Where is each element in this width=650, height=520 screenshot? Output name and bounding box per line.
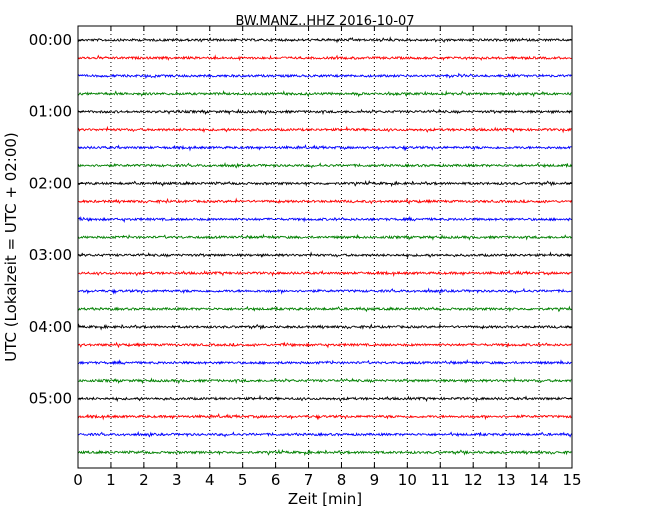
x-tick-label: 13 [497, 471, 516, 489]
y-tick-label: 02:00 [29, 174, 72, 192]
x-tick-label: 6 [271, 471, 281, 489]
x-tick-label: 0 [73, 471, 83, 489]
x-axis: 0 1 2 3 4 5 6 7 8 9 10 11 12 13 14 15 [73, 26, 582, 489]
y-axis-label: UTC (Lokalzeit = UTC + 02:00) [2, 132, 20, 362]
x-tick-label: 14 [530, 471, 549, 489]
x-axis-label: Zeit [min] [288, 490, 362, 508]
trace-6 [77, 144, 572, 152]
y-tick-label: 03:00 [29, 246, 72, 264]
trace-0 [77, 36, 572, 44]
trace-21 [77, 413, 572, 421]
trace-3 [77, 89, 572, 98]
grid [110, 26, 540, 468]
trace-18 [77, 359, 572, 366]
trace-12 [77, 251, 572, 259]
trace-15 [77, 305, 572, 313]
trace-22 [77, 430, 572, 438]
y-tick-label: 00:00 [29, 31, 72, 49]
trace-5 [77, 125, 572, 134]
x-tick-label: 1 [106, 471, 116, 489]
traces [77, 36, 572, 457]
x-tick-label: 5 [238, 471, 248, 489]
x-tick-label: 7 [304, 471, 314, 489]
x-tick-label: 10 [398, 471, 417, 489]
x-tick-label: 3 [172, 471, 182, 489]
trace-20 [77, 394, 572, 403]
x-tick-label: 2 [139, 471, 149, 489]
x-tick-label: 15 [562, 471, 581, 489]
trace-19 [77, 376, 572, 385]
chart-title: BW.MANZ..HHZ 2016-10-07 [235, 14, 414, 29]
trace-8 [77, 179, 572, 188]
trace-23 [77, 448, 572, 457]
trace-16 [77, 322, 572, 331]
plot-frame [77, 25, 573, 469]
x-tick-label: 8 [337, 471, 347, 489]
trace-7 [77, 161, 572, 169]
y-tick-label: 05:00 [29, 390, 72, 408]
trace-9 [77, 197, 572, 205]
trace-14 [77, 287, 572, 295]
x-tick-label: 9 [370, 471, 380, 489]
trace-2 [77, 72, 572, 79]
trace-10 [77, 215, 572, 223]
trace-1 [77, 54, 572, 62]
trace-13 [77, 269, 572, 278]
x-tick-label: 11 [431, 471, 450, 489]
trace-17 [77, 341, 572, 349]
trace-11 [77, 233, 572, 241]
trace-4 [77, 108, 572, 116]
y-tick-label: 01:00 [29, 103, 72, 121]
y-axis: 00:00 01:00 02:00 03:00 04:00 05:00 [29, 31, 572, 408]
y-tick-label: 04:00 [29, 318, 72, 336]
x-tick-label: 12 [464, 471, 483, 489]
x-tick-label: 4 [205, 471, 215, 489]
